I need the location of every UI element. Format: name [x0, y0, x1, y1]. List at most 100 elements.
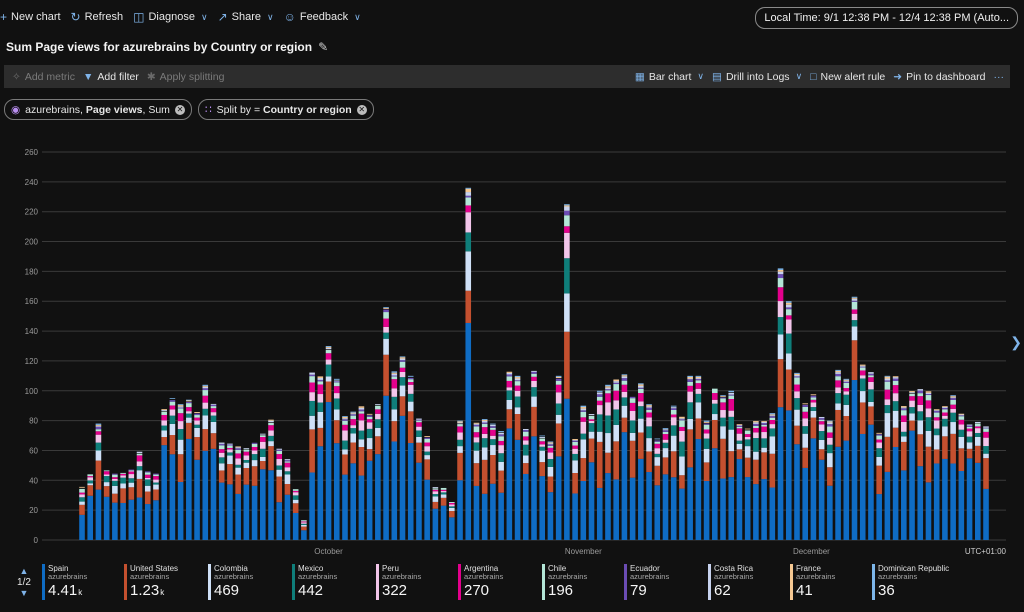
bar-segment-chile — [835, 376, 841, 381]
feedback-button[interactable]: ☺ Feedback ∨ — [283, 10, 361, 24]
bar-segment-colombia — [506, 400, 513, 410]
bar-segment-costa-rica — [572, 439, 578, 441]
bar-segment-united-states — [350, 442, 356, 464]
bar-segment-peru — [350, 425, 356, 429]
bar-segment-spain — [613, 479, 619, 540]
bar-segment-dominican-republic — [580, 405, 587, 408]
bar-segment-united-states — [490, 455, 496, 484]
bar-segment-argentina — [950, 404, 956, 409]
bar-segment-united-states — [950, 433, 956, 464]
bar-segment-chile — [383, 312, 389, 319]
bar-segment-france — [473, 422, 480, 424]
bar-segment-united-states — [424, 459, 430, 480]
bar-segment-france — [342, 417, 348, 419]
bar-segment-united-states — [186, 422, 192, 439]
bar-segment-spain — [958, 471, 965, 540]
share-icon: ↗ — [217, 10, 228, 24]
x-tick-label: December — [793, 547, 830, 556]
bar-segment-chile — [391, 376, 398, 380]
legend-series-name: Costa Rica — [714, 564, 754, 573]
bar-segment-peru — [112, 478, 118, 481]
bar-segment-spain — [333, 443, 340, 540]
refresh-button[interactable]: ↻ Refresh — [70, 10, 124, 24]
bar-segment-united-states — [933, 449, 940, 464]
apply-splitting-button[interactable]: ✱ Apply splitting — [146, 70, 225, 83]
bar-segment-peru — [210, 412, 217, 416]
bar-segment-argentina — [539, 441, 546, 445]
bar-segment-spain — [712, 448, 718, 540]
bar-segment-spain — [268, 470, 274, 540]
bar-segment-costa-rica — [646, 406, 652, 408]
bar-segment-peru — [909, 400, 915, 408]
bar-segment-spain — [243, 484, 250, 540]
bar-segment-colombia — [950, 422, 956, 434]
bar-segment-mexico — [449, 506, 455, 508]
bar-segment-spain — [720, 478, 726, 540]
bar-segment-united-states — [712, 419, 718, 449]
bar-segment-chile — [983, 428, 989, 432]
bar-segment-costa-rica — [218, 442, 225, 444]
bar-segment-costa-rica — [950, 397, 956, 399]
bar-segment-chile — [703, 424, 710, 430]
bar-segment-argentina — [87, 476, 94, 478]
bar-segment-france — [202, 385, 209, 387]
add-filter-button[interactable]: ▼ Add filter — [83, 70, 139, 83]
bar-segment-united-states — [506, 409, 513, 429]
close-icon[interactable]: ✕ — [174, 104, 185, 115]
drill-into-logs-button[interactable]: ▤ Drill into Logs ∨ — [712, 70, 803, 83]
bar-segment-peru — [827, 437, 833, 445]
bar-segment-argentina — [588, 419, 595, 421]
bar-segment-united-states — [301, 526, 307, 531]
bar-segment-costa-rica — [177, 406, 184, 408]
bar-segment-france — [646, 405, 652, 407]
bar-segment-chile — [687, 381, 693, 386]
bar-segment-mexico — [629, 420, 636, 433]
bar-segment-colombia — [974, 436, 981, 446]
bar-segment-ecuador — [490, 426, 496, 428]
bar-segment-chile — [457, 424, 463, 427]
bar-segment-costa-rica — [547, 443, 554, 445]
bar-segment-france — [777, 269, 784, 272]
chevron-down-icon[interactable]: ▼ — [19, 588, 29, 598]
new-chart-button[interactable]: + New chart — [0, 10, 61, 24]
bar-segment-costa-rica — [785, 304, 792, 308]
bar-segment-mexico — [818, 431, 825, 440]
bar-segment-colombia — [375, 427, 381, 437]
bar-segment-united-states — [399, 396, 406, 416]
bar-segment-chile — [925, 395, 932, 401]
new-alert-rule-button[interactable]: □ New alert rule — [810, 70, 886, 83]
bar-segment-colombia — [136, 470, 143, 479]
split-pill[interactable]: ∷ Split by = Country or region ✕ — [197, 99, 374, 120]
add-metric-button[interactable]: ✧ Add metric — [12, 70, 75, 83]
bar-segment-chile — [325, 350, 332, 354]
bar-segment-argentina — [785, 315, 792, 320]
bar-segment-dominican-republic — [835, 369, 841, 371]
bar-segment-spain — [325, 402, 332, 540]
bar-segment-mexico — [933, 428, 940, 436]
bar-segment-colombia — [260, 456, 266, 462]
bar-segment-peru — [136, 461, 143, 467]
bar-segment-chile — [629, 398, 636, 403]
chevron-up-icon[interactable]: ▲ — [19, 566, 29, 576]
bar-segment-ecuador — [958, 415, 965, 417]
metric-pill[interactable]: ◉ azurebrains, Page views, Sum ✕ — [4, 99, 192, 120]
close-icon[interactable]: ✕ — [356, 104, 367, 115]
bar-segment-france — [876, 432, 882, 434]
bar-segment-dominican-republic — [407, 375, 414, 377]
bar-segment-dominican-republic — [851, 296, 858, 298]
share-button[interactable]: ↗ Share ∨ — [217, 10, 274, 24]
bar-segment-costa-rica — [235, 447, 241, 449]
legend-pager[interactable]: ▲ 1/2 ▼ — [14, 566, 34, 599]
bar-segment-chile — [136, 453, 143, 456]
bar-segment-costa-rica — [827, 422, 833, 425]
pencil-icon[interactable]: ✎ — [318, 40, 329, 54]
bar-chart-button[interactable]: ▦ Bar chart ∨ — [634, 70, 705, 83]
bar-segment-mexico — [481, 438, 488, 448]
bar-segment-spain — [506, 428, 513, 540]
diagnose-button[interactable]: ◫ Diagnose ∨ — [133, 10, 208, 24]
time-range-picker[interactable]: Local Time: 9/1 12:38 PM - 12/4 12:38 PM… — [755, 7, 1018, 29]
more-options-button[interactable]: ··· — [993, 70, 1005, 83]
chevron-right-icon[interactable]: ❯ — [1010, 334, 1022, 350]
pin-to-dashboard-button[interactable]: ➜ Pin to dashboard — [893, 70, 986, 83]
bar-segment-chile — [95, 429, 102, 432]
